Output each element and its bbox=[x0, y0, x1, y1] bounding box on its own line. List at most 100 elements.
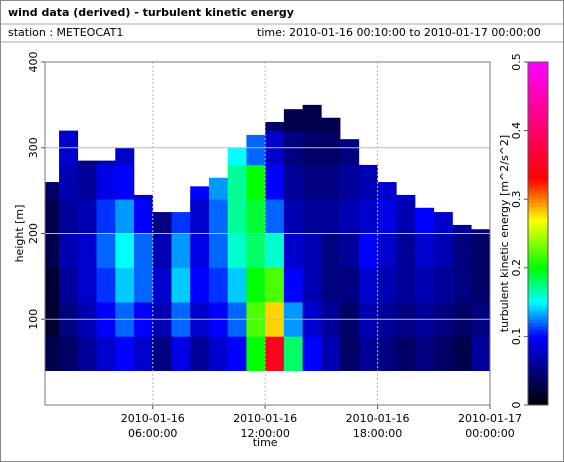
cell bbox=[321, 117, 341, 131]
cell bbox=[134, 267, 154, 303]
cell bbox=[452, 267, 472, 303]
y-tick-label: 300 bbox=[27, 137, 40, 158]
colorbar-slice bbox=[528, 137, 548, 142]
x-tick-label: 2010-01-16 18:00:00 bbox=[346, 412, 410, 440]
colorbar-slice bbox=[528, 298, 548, 303]
cell bbox=[471, 267, 490, 303]
colorbar-slice bbox=[528, 374, 548, 379]
cell bbox=[265, 199, 285, 234]
cell bbox=[283, 336, 303, 371]
cell bbox=[340, 233, 360, 269]
cell bbox=[115, 336, 135, 371]
cell bbox=[77, 164, 97, 200]
cell bbox=[96, 336, 116, 371]
colorbar-slice bbox=[528, 353, 548, 358]
colorbar-slice bbox=[528, 356, 548, 361]
colorbar-slice bbox=[528, 391, 548, 396]
cell bbox=[433, 212, 453, 234]
cell bbox=[340, 267, 360, 303]
colorbar-slice bbox=[528, 326, 548, 331]
cell bbox=[77, 199, 97, 234]
cell bbox=[152, 233, 172, 269]
colorbar-slice bbox=[528, 233, 548, 238]
colorbar-slice bbox=[528, 195, 548, 200]
colorbar-slice bbox=[528, 199, 548, 204]
cell bbox=[358, 267, 378, 303]
cell bbox=[377, 267, 397, 303]
colorbar-slice bbox=[528, 360, 548, 365]
cell bbox=[96, 164, 116, 200]
x-tick-label: 2010-01-17 00:00:00 bbox=[458, 412, 522, 440]
time-range: time: 2010-01-16 00:10:00 to 2010-01-17 … bbox=[257, 26, 541, 39]
colorbar-slice bbox=[528, 82, 548, 87]
cell bbox=[171, 233, 191, 269]
colorbar-slice bbox=[528, 284, 548, 289]
cell bbox=[45, 199, 60, 234]
colorbar-slice bbox=[528, 398, 548, 403]
colorbar-slice bbox=[528, 79, 548, 84]
cell bbox=[227, 233, 247, 269]
cell bbox=[190, 199, 210, 234]
colorbar-slice bbox=[528, 260, 548, 265]
colorbar-slice bbox=[528, 168, 548, 173]
colorbar-slice bbox=[528, 377, 548, 382]
cell bbox=[321, 164, 341, 200]
cell bbox=[96, 233, 116, 269]
colorbar-slice bbox=[528, 387, 548, 392]
cell bbox=[283, 233, 303, 269]
colorbar-slice bbox=[528, 185, 548, 190]
cell bbox=[283, 109, 303, 131]
cell bbox=[190, 186, 210, 200]
colorbar-slice bbox=[528, 86, 548, 90]
cell bbox=[321, 199, 341, 234]
cell bbox=[227, 164, 247, 200]
colorbar-tick-label: 0.2 bbox=[510, 259, 523, 277]
cell bbox=[283, 267, 303, 303]
colorbar-slice bbox=[528, 339, 548, 344]
x-axis-label: time bbox=[253, 436, 278, 449]
colorbar-tick-label: 0.5 bbox=[510, 53, 523, 71]
station: station : METEOCAT1 bbox=[8, 26, 123, 39]
colorbar-slice bbox=[528, 216, 548, 221]
cell bbox=[452, 224, 472, 234]
cell bbox=[302, 267, 322, 303]
plot-border bbox=[44, 61, 491, 406]
x-tick-label: 2010-01-16 12:00:00 bbox=[233, 412, 297, 440]
cell bbox=[77, 336, 97, 371]
colorbar-slice bbox=[528, 250, 548, 255]
colorbar-slice bbox=[528, 247, 548, 252]
cell bbox=[96, 267, 116, 303]
cell bbox=[340, 164, 360, 200]
cell bbox=[321, 233, 341, 269]
cell bbox=[321, 336, 341, 371]
colorbar-slice bbox=[528, 264, 548, 269]
cell bbox=[77, 233, 97, 269]
cell bbox=[45, 267, 60, 303]
cell bbox=[59, 336, 79, 371]
cell bbox=[208, 233, 228, 269]
colorbar-slice bbox=[528, 75, 548, 80]
colorbar-slice bbox=[528, 295, 548, 300]
cell bbox=[115, 233, 135, 269]
colorbar-slice bbox=[528, 281, 548, 286]
cell bbox=[227, 199, 247, 234]
colorbar-slice bbox=[528, 315, 548, 320]
cell bbox=[115, 164, 135, 200]
cell bbox=[45, 336, 60, 371]
cell bbox=[171, 267, 191, 303]
colorbar-tick-label: 0.4 bbox=[510, 122, 523, 140]
cell bbox=[302, 164, 322, 200]
cell bbox=[433, 233, 453, 269]
y-tick-label: 100 bbox=[27, 309, 40, 330]
colorbar-label: turbulent kinetic energy [m^2/s^2] bbox=[498, 135, 511, 332]
colorbar-slice bbox=[528, 274, 548, 279]
colorbar-slice bbox=[528, 219, 548, 224]
colorbar-slice bbox=[528, 158, 548, 162]
colorbar-slice bbox=[528, 236, 548, 241]
cell bbox=[265, 336, 285, 371]
cell bbox=[302, 336, 322, 371]
colorbar-slice bbox=[528, 291, 548, 296]
colorbar-slice bbox=[528, 144, 548, 149]
cell bbox=[377, 233, 397, 269]
